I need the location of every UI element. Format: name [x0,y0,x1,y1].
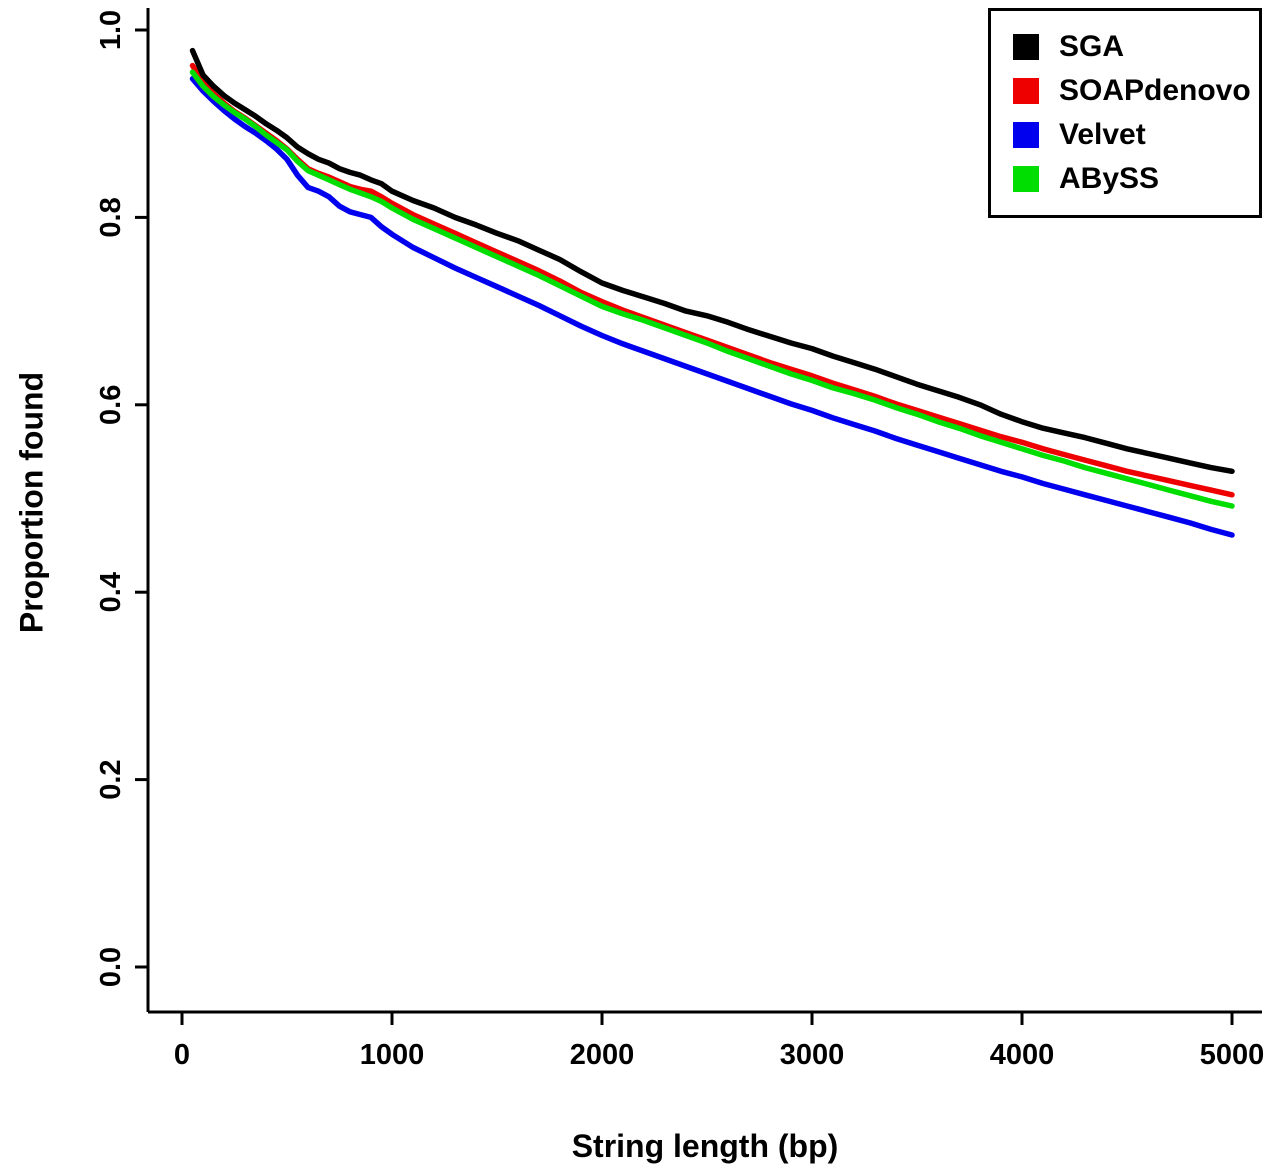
legend-swatch-abyss [1013,166,1039,192]
legend-swatch-velvet [1013,122,1039,148]
legend-label-soapdenovo: SOAPdenovo [1059,74,1251,107]
legend-label-abyss: ABySS [1059,162,1160,195]
x-tick-label: 4000 [990,1039,1055,1071]
x-axis-title: String length (bp) [571,1128,839,1164]
legend-item-abyss: ABySS [1013,157,1259,201]
legend-item-soapdenovo: SOAPdenovo [1013,69,1259,113]
legend-item-velvet: Velvet [1013,113,1259,157]
y-tick-label: 0.2 [95,759,127,799]
x-tick-label: 2000 [570,1039,635,1071]
legend-label-sga: SGA [1059,30,1125,63]
y-tick-label: 0.4 [95,572,127,612]
legend-swatch-soapdenovo [1013,78,1039,104]
x-tick-label: 0 [174,1039,190,1071]
x-tick-label: 3000 [780,1039,845,1071]
series-line-abyss [189,69,1235,509]
legend-item-sga: SGA [1013,25,1259,69]
y-axis-title: Proportion found [13,371,50,634]
series-line-sga [189,47,1235,475]
legend-label-velvet: Velvet [1059,118,1146,151]
y-tick-label: 1.0 [95,10,127,50]
legend: SGA SOAPdenovo Velvet ABySS [988,8,1262,218]
legend-swatch-sga [1013,34,1039,60]
x-tick-label: 5000 [1200,1039,1265,1071]
x-tick-label: 1000 [360,1039,425,1071]
y-tick-label: 0.0 [95,947,127,987]
series-line-velvet [189,75,1235,538]
y-tick-label: 0.8 [95,197,127,237]
y-tick-label: 0.6 [95,385,127,425]
